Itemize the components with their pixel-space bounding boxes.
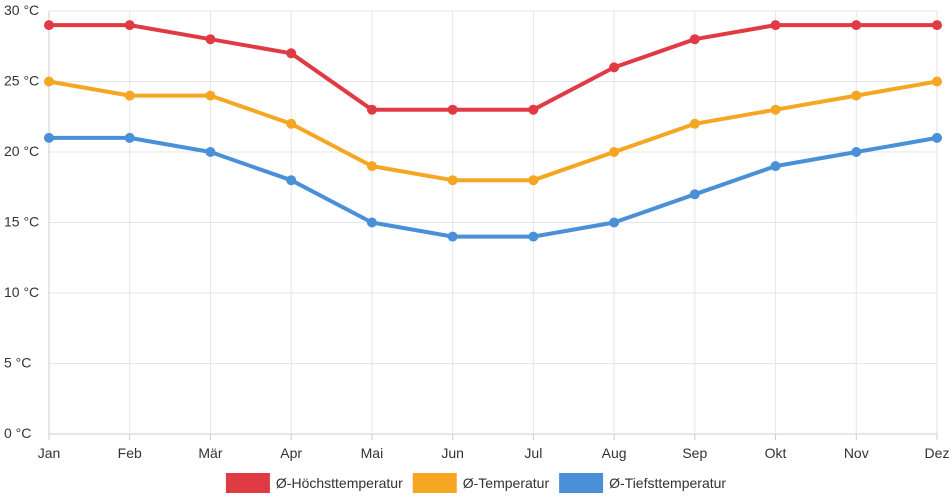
- data-point[interactable]: [851, 147, 862, 157]
- y-tick-label: 25 °C: [4, 73, 39, 89]
- x-tick-label: Jul: [524, 445, 542, 461]
- data-point[interactable]: [932, 20, 942, 31]
- legend-label: Ø-Temperatur: [463, 475, 550, 491]
- data-point[interactable]: [689, 118, 700, 129]
- x-tick-label: Dez: [925, 445, 950, 461]
- data-point[interactable]: [770, 161, 781, 172]
- x-tick-label: Aug: [602, 445, 627, 461]
- data-point[interactable]: [366, 217, 377, 228]
- data-point[interactable]: [851, 20, 862, 31]
- data-point[interactable]: [528, 104, 539, 115]
- data-point[interactable]: [689, 189, 700, 200]
- legend-swatch: [225, 473, 270, 493]
- x-tick-label: Okt: [765, 445, 787, 461]
- data-point[interactable]: [609, 217, 620, 228]
- y-axis-ticks: 0 °C 5 °C 10 °C 15 °C 20 °C 25 °C 30 °C: [4, 2, 39, 441]
- legend-item[interactable]: Ø-Höchsttemperatur: [225, 473, 403, 493]
- series-line: [47, 135, 939, 239]
- series-1: [44, 76, 942, 186]
- series-line: [47, 79, 939, 183]
- legend: Ø-Höchsttemperatur Ø-Temperatur Ø-Tiefstte…: [225, 473, 726, 493]
- data-point[interactable]: [689, 34, 700, 45]
- data-point[interactable]: [44, 20, 54, 31]
- series-line: [47, 23, 939, 112]
- data-point[interactable]: [286, 175, 297, 186]
- legend-label: Ø-Höchsttemperatur: [276, 475, 403, 491]
- chart-grid: [48, 10, 938, 440]
- data-point[interactable]: [609, 62, 620, 73]
- legend-swatch: [559, 473, 604, 493]
- x-tick-label: Apr: [280, 445, 302, 461]
- y-tick-label: 5 °C: [4, 355, 31, 371]
- y-tick-label: 10 °C: [4, 284, 39, 300]
- data-point[interactable]: [770, 104, 781, 115]
- x-tick-label: Feb: [118, 445, 142, 461]
- data-point[interactable]: [447, 231, 458, 242]
- data-point[interactable]: [124, 20, 135, 31]
- data-point[interactable]: [205, 147, 216, 157]
- legend-item[interactable]: Ø-Temperatur: [412, 473, 550, 493]
- data-point[interactable]: [932, 76, 942, 87]
- data-point[interactable]: [770, 20, 781, 31]
- data-point[interactable]: [609, 147, 620, 157]
- data-point[interactable]: [528, 231, 539, 242]
- data-point[interactable]: [447, 104, 458, 115]
- x-axis-ticks: Jan Feb Mär Apr Mai Jun Jul Aug Sep Okt Nov Dez: [38, 445, 950, 461]
- x-tick-label: Sep: [682, 445, 707, 461]
- series-2: [44, 132, 942, 242]
- series-0: [44, 20, 942, 115]
- data-point[interactable]: [366, 161, 377, 172]
- data-point[interactable]: [44, 132, 54, 143]
- x-tick-label: Jan: [38, 445, 61, 461]
- data-point[interactable]: [124, 90, 135, 101]
- data-point[interactable]: [932, 132, 942, 143]
- data-point[interactable]: [205, 90, 216, 101]
- data-point[interactable]: [286, 48, 297, 59]
- x-tick-label: Mär: [198, 445, 222, 461]
- legend-label: Ø-Tiefsttemperatur: [609, 475, 726, 491]
- legend-swatch: [412, 473, 457, 493]
- data-point[interactable]: [851, 90, 862, 101]
- data-point[interactable]: [528, 175, 539, 186]
- data-point[interactable]: [366, 104, 377, 115]
- data-point[interactable]: [205, 34, 216, 45]
- y-tick-label: 30 °C: [4, 2, 39, 18]
- legend-item[interactable]: Ø-Tiefsttemperatur: [559, 473, 726, 493]
- y-tick-label: 20 °C: [4, 143, 39, 159]
- y-tick-label: 0 °C: [4, 425, 31, 441]
- y-tick-label: 15 °C: [4, 214, 39, 230]
- series-lines: [44, 20, 942, 242]
- data-point[interactable]: [44, 76, 54, 87]
- x-tick-label: Mai: [361, 445, 384, 461]
- x-tick-label: Nov: [844, 445, 869, 461]
- x-tick-label: Jun: [441, 445, 464, 461]
- data-point[interactable]: [124, 132, 135, 143]
- data-point[interactable]: [286, 118, 297, 129]
- data-point[interactable]: [447, 175, 458, 186]
